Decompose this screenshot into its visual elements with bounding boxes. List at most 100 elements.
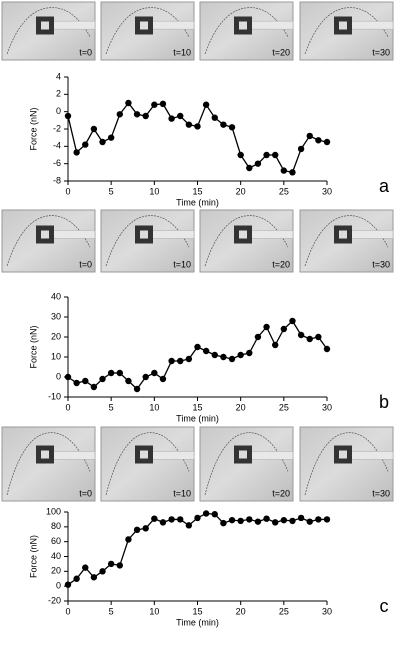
data-point: [168, 115, 175, 122]
x-tick-label: 20: [236, 186, 246, 196]
cell-outline: [6, 7, 91, 55]
data-point: [323, 345, 331, 353]
data-point: [297, 145, 305, 153]
data-point: [107, 369, 115, 377]
y-tick-label: 0: [56, 106, 61, 116]
data-point: [159, 375, 167, 383]
bead: [140, 230, 148, 239]
data-point: [220, 353, 227, 361]
data-point: [280, 516, 288, 524]
data-point: [246, 349, 253, 357]
data-point: [272, 341, 279, 349]
data-point: [306, 132, 313, 140]
y-tick-label: 4: [56, 71, 61, 81]
frame-label: t=20: [272, 488, 290, 498]
pipette: [247, 230, 294, 239]
data-point: [133, 385, 141, 393]
data-point: [177, 112, 184, 120]
y-axis-label: Force (nN): [28, 107, 38, 150]
data-point: [107, 560, 115, 568]
data-point: [116, 562, 124, 569]
bead: [239, 230, 247, 239]
data-point: [99, 138, 106, 146]
data-point: [177, 357, 184, 365]
y-tick-label: 80: [51, 521, 61, 531]
data-point: [168, 516, 175, 523]
cell-outline: [105, 7, 190, 55]
data-point: [125, 377, 132, 385]
frame-label: t=20: [272, 259, 290, 269]
data-point: [185, 355, 193, 363]
data-point: [168, 357, 175, 365]
cell-outline: [304, 215, 389, 267]
data-point: [185, 522, 193, 529]
x-tick-label: 0: [65, 186, 70, 196]
x-tick-label: 10: [149, 606, 159, 616]
y-tick-label: 100: [46, 506, 61, 516]
data-point: [306, 335, 313, 343]
data-point: [142, 525, 149, 532]
y-tick-label: -2: [53, 123, 61, 133]
y-tick-label: 20: [51, 331, 61, 341]
bead: [239, 21, 247, 30]
data-point: [73, 379, 80, 387]
data-point: [272, 151, 279, 159]
y-tick-label: -6: [53, 158, 61, 168]
data-point: [90, 574, 98, 581]
data-point: [82, 564, 89, 571]
bead: [339, 230, 347, 239]
data-point: [151, 369, 158, 377]
data-point: [116, 111, 124, 118]
pipette: [148, 451, 195, 460]
data-point: [99, 568, 106, 575]
bead: [339, 21, 347, 30]
y-tick-label: 60: [51, 536, 61, 546]
x-tick-label: 15: [192, 606, 202, 616]
micrograph: [1, 426, 96, 502]
y-tick-label: 40: [51, 551, 61, 561]
data-point: [315, 516, 322, 523]
data-point: [297, 331, 305, 339]
data-point: [254, 160, 262, 167]
x-tick-label: 20: [236, 402, 246, 412]
data-point: [211, 114, 218, 121]
data-line: [67, 101, 328, 174]
data-point: [116, 369, 124, 377]
data-point: [194, 123, 201, 130]
data-point: [90, 125, 98, 133]
x-axis-label: Time (min): [176, 617, 219, 627]
bead: [41, 21, 49, 30]
data-point: [185, 121, 193, 128]
data-point: [177, 516, 184, 523]
bead: [239, 450, 247, 459]
data-point: [289, 169, 296, 176]
x-tick-label: 30: [322, 606, 332, 616]
data-point: [280, 167, 288, 174]
y-tick-label: -20: [48, 595, 61, 605]
y-tick-label: -4: [53, 141, 61, 151]
pipette: [247, 451, 294, 460]
pipette: [49, 230, 96, 239]
cell-outline: [105, 432, 190, 496]
micrograph: [299, 426, 394, 502]
bead: [41, 450, 49, 459]
data-point: [142, 373, 149, 381]
x-tick-label: 25: [279, 186, 289, 196]
data-point: [246, 516, 253, 523]
x-tick-label: 10: [149, 402, 159, 412]
frame-label: t=30: [372, 259, 390, 269]
x-tick-label: 0: [65, 606, 70, 616]
data-point: [254, 333, 262, 341]
y-tick-label: 10: [51, 351, 61, 361]
data-point: [220, 121, 227, 128]
y-tick-label: -10: [48, 391, 61, 401]
data-point: [315, 333, 322, 341]
cell-outline: [204, 215, 289, 267]
data-point: [289, 317, 296, 325]
cell-outline: [204, 7, 289, 55]
pipette: [49, 20, 96, 30]
data-point: [228, 516, 236, 524]
cell-outline: [304, 7, 389, 55]
bead: [140, 450, 148, 459]
